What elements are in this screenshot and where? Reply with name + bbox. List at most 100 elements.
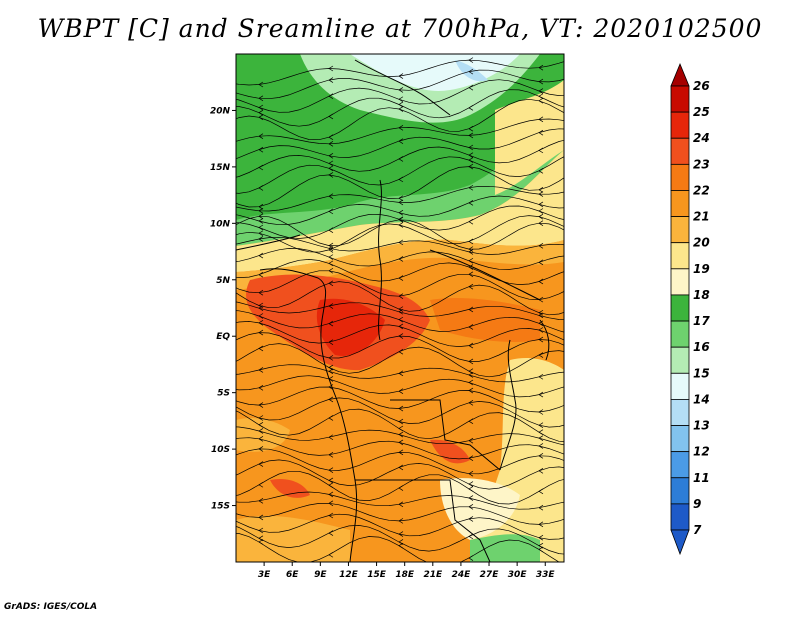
streamline-arrow (398, 106, 404, 112)
streamline-arrow (328, 396, 334, 403)
border (390, 399, 501, 471)
streamline-arrow (538, 116, 544, 123)
colorbar-top-arrow (670, 62, 690, 87)
streamline-arrow (258, 252, 264, 259)
streamline-arrow (538, 453, 544, 459)
streamline-arrow (398, 485, 404, 491)
streamline-arrow (258, 109, 264, 116)
streamline-arrow (538, 521, 544, 528)
streamline-arrow (398, 348, 404, 355)
streamline-arrow (538, 409, 544, 415)
streamline-arrow (468, 184, 474, 191)
streamline-arrow (328, 320, 334, 327)
colorbar-label: 19 (693, 262, 710, 276)
streamline-arrow (538, 327, 544, 333)
lat-tick-label: 5S (217, 389, 230, 399)
streamline-arrow (398, 124, 404, 131)
streamline-arrow (258, 218, 264, 224)
streamline-arrow (468, 246, 474, 252)
colorbar-segment (670, 477, 690, 505)
colorbar-label: 18 (693, 288, 710, 302)
streamline-arrow (398, 156, 404, 162)
streamline-arrow (398, 333, 404, 339)
streamline-arrow (258, 164, 264, 171)
lon-tick-label: 33E (536, 570, 556, 580)
streamline-arrow (328, 434, 334, 441)
streamline-arrow (398, 176, 404, 183)
streamline-arrow (328, 491, 334, 498)
colorbar-label: 16 (693, 340, 710, 354)
lon-tick-label: 30E (508, 570, 528, 580)
streamline-arrow (258, 236, 264, 242)
lon-tick-label: 24E (452, 570, 472, 580)
streamline-arrow (468, 481, 474, 487)
streamline-arrow (468, 84, 474, 91)
colorbar-label: 23 (693, 157, 710, 171)
streamline-arrow (258, 329, 264, 336)
streamline-arrow (258, 271, 264, 278)
colorbar-label: 26 (693, 79, 710, 93)
coastline (259, 268, 358, 562)
streamline-arrow (468, 555, 474, 561)
streamline-arrow (328, 193, 334, 199)
streamline-arrow (538, 129, 544, 136)
streamline-arrow (328, 512, 334, 519)
streamline-arrow (258, 436, 264, 442)
streamline-arrow (538, 243, 544, 249)
colorbar: 26 25 24 23 22 21 20 19 18 17 16 15 14 13 12 11 9 7 (670, 62, 710, 556)
streamline-arrow (468, 503, 474, 510)
streamline-arrow (538, 201, 544, 208)
streamline-arrow (398, 256, 404, 262)
streamline-arrow (328, 530, 334, 536)
streamline-arrow (468, 437, 474, 444)
streamline-arrow (258, 95, 264, 102)
streamline-arrow (398, 293, 404, 299)
streamline-arrow (398, 239, 404, 246)
streamline-arrow (468, 132, 474, 139)
streamline-arrow (398, 316, 404, 323)
streamline-arrow (398, 216, 404, 223)
streamline-arrow (468, 372, 474, 378)
streamline-arrow (328, 77, 334, 83)
streamline-arrow (468, 418, 474, 425)
streamline-arrow (468, 533, 474, 540)
streamline-arrow (398, 87, 404, 93)
streamline-arrow (398, 195, 404, 202)
streamline-arrow (258, 428, 264, 434)
colorbar-label: 22 (693, 183, 710, 197)
streamline-arrow (468, 200, 474, 206)
streamline-arrow (258, 320, 264, 326)
streamline-arrow (538, 88, 544, 94)
streamline-arrow (538, 422, 544, 429)
colorbar-label: 9 (693, 497, 701, 511)
streamline-arrow (538, 373, 544, 380)
streamline-arrow (258, 230, 264, 237)
border (429, 249, 541, 301)
streamline-arrow (398, 425, 404, 432)
streamline-arrow (538, 187, 544, 193)
streamline-arrow (468, 387, 474, 394)
streamline-arrow (538, 208, 544, 214)
streamline-arrow (538, 259, 544, 266)
streamline-arrow (258, 213, 264, 220)
lon-tick-label: 15E (367, 570, 387, 580)
streamline-arrow (538, 467, 544, 474)
streamline-arrow (258, 289, 264, 296)
streamline-arrow (258, 305, 264, 311)
latitude-axis: 20N 15N 10N 5N EQ 5S 10S 15S (210, 106, 236, 512)
streamline-arrow (328, 160, 334, 167)
colorbar-segment (670, 294, 690, 322)
streamline-arrow (258, 207, 264, 214)
streamline-arrow (468, 105, 474, 111)
streamline-arrow (468, 144, 474, 151)
streamline-arrow (398, 370, 404, 377)
colorbar-label: 24 (693, 131, 710, 145)
lon-tick-label: 6E (286, 570, 299, 580)
streamline-arrow (398, 518, 404, 524)
streamline-arrow (328, 355, 334, 361)
streamline-arrow (258, 402, 264, 408)
lon-tick-label: 3E (258, 570, 271, 580)
streamline-arrow (328, 254, 334, 260)
streamline-arrow (258, 481, 264, 488)
streamline-arrow (398, 216, 404, 223)
